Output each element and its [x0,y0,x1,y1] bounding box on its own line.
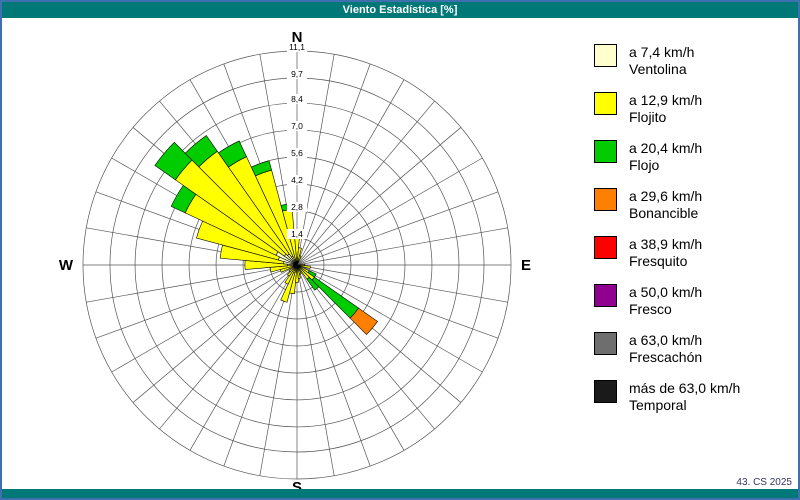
legend-class-name: Flojito [629,109,667,125]
grid-spoke [296,264,499,339]
radial-label-bg [287,148,307,159]
title-bar: Viento Estadística [%] [2,2,798,18]
legend-label: a 50,0 km/h Fresco [629,284,702,318]
legend-label: a 38,9 km/h Fresquito [629,236,702,270]
grid-spoke [189,264,298,451]
grid-spoke [296,157,483,266]
legend-item: a 29,6 km/h Bonancible [594,188,796,222]
radial-label-bg [287,121,307,132]
wind-sector-flojo [250,160,272,177]
grid-spoke [296,264,405,451]
radial-label-bg [287,42,307,52]
legend-swatch [594,44,617,67]
wind-sector-flojo [184,135,218,168]
radial-axis-label: 8,4 [291,94,303,104]
legend-label: más de 63,0 km/h Temporal [629,380,740,414]
compass-label-w: W [59,257,74,274]
radial-axis-label: 5,6 [291,148,303,158]
legend-item: a 12,9 km/h Flojito [594,92,796,126]
legend: a 7,4 km/h Ventolina a 12,9 km/h Flojito a 2… [594,44,796,428]
wind-sector-flojito [288,264,298,273]
radial-axis-label: 9,7 [291,69,303,79]
legend-speed: a 7,4 km/h [629,44,695,60]
legend-swatch [594,332,617,355]
grid-spoke [296,127,462,266]
legend-speed: a 29,6 km/h [629,188,703,204]
wind-sector-bonancible [349,307,378,335]
legend-class-name: Fresco [629,301,672,317]
radial-axis-label: 11,1 [289,42,305,52]
grid-spoke [296,227,508,266]
legend-label: a 7,4 km/h Ventolina [629,44,694,78]
wind-sector-flojo [306,276,320,291]
grid-spoke [86,264,298,303]
radial-axis-label: 1,4 [291,229,303,239]
compass-label-s: S [292,479,302,496]
radial-label-bg [287,229,307,240]
legend-class-name: Flojo [629,157,660,173]
grid-spoke [296,264,435,430]
radial-axis-label: 2,8 [291,202,303,212]
bottom-bar [2,489,798,498]
grid-spoke [259,264,298,476]
radial-axis-label: 4,2 [291,175,303,185]
wind-sector-flojito [296,255,302,266]
legend-speed: a 20,4 km/h [629,140,703,156]
legend-item: a 7,4 km/h Ventolina [594,44,796,78]
radial-label-bg [287,68,307,79]
radial-label-bg [287,202,307,213]
legend-item: a 50,0 km/h Fresco [594,284,796,318]
grid-spoke [296,79,405,266]
radial-label-bg [287,94,307,105]
legend-class-name: Frescachón [629,349,703,365]
compass-label-e: E [521,257,531,274]
grid-spoke [296,191,499,266]
grid-spoke [296,264,508,303]
legend-label: a 29,6 km/h Bonancible [629,188,702,222]
window-title: Viento Estadística [%] [342,4,458,16]
grid-spoke [95,264,298,339]
legend-class-name: Bonancible [629,205,699,221]
legend-class-name: Ventolina [629,61,687,77]
grid-spoke [296,264,371,467]
legend-item: más de 63,0 km/h Temporal [594,380,796,414]
legend-speed: a 63,0 km/h [629,332,703,348]
legend-speed: a 38,9 km/h [629,236,703,252]
radial-label-bg [287,175,307,186]
legend-item: a 20,4 km/h Flojo [594,140,796,174]
legend-speed: más de 63,0 km/h [629,380,741,396]
legend-label: a 20,4 km/h Flojo [629,140,702,174]
grid-spoke [132,264,298,403]
legend-item: a 38,9 km/h Fresquito [594,236,796,270]
grid-spoke [296,63,371,266]
legend-item: a 63,0 km/h Frescachón [594,332,796,366]
radial-axis-label: 7,0 [291,121,303,131]
legend-label: a 12,9 km/h Flojito [629,92,702,126]
grid-spoke [296,264,483,373]
legend-class-name: Fresquito [629,253,688,269]
legend-swatch [594,284,617,307]
legend-speed: a 12,9 km/h [629,92,703,108]
grid-spoke [296,100,435,266]
legend-swatch [594,236,617,259]
grid-spoke [111,264,298,373]
grid-spoke [296,264,335,476]
legend-class-name: Temporal [629,397,687,413]
credit-text: 43. CS 2025 [736,477,792,488]
compass-label-n: N [292,29,303,46]
legend-swatch [594,188,617,211]
legend-label: a 63,0 km/h Frescachón [629,332,702,366]
legend-swatch [594,92,617,115]
legend-swatch [594,140,617,163]
legend-speed: a 50,0 km/h [629,284,703,300]
wind-sector-flojo [218,140,247,168]
wind-sector-flojo [311,276,360,319]
wind-sector-flojito [296,264,311,269]
grid-spoke [159,264,298,430]
legend-swatch [594,380,617,403]
